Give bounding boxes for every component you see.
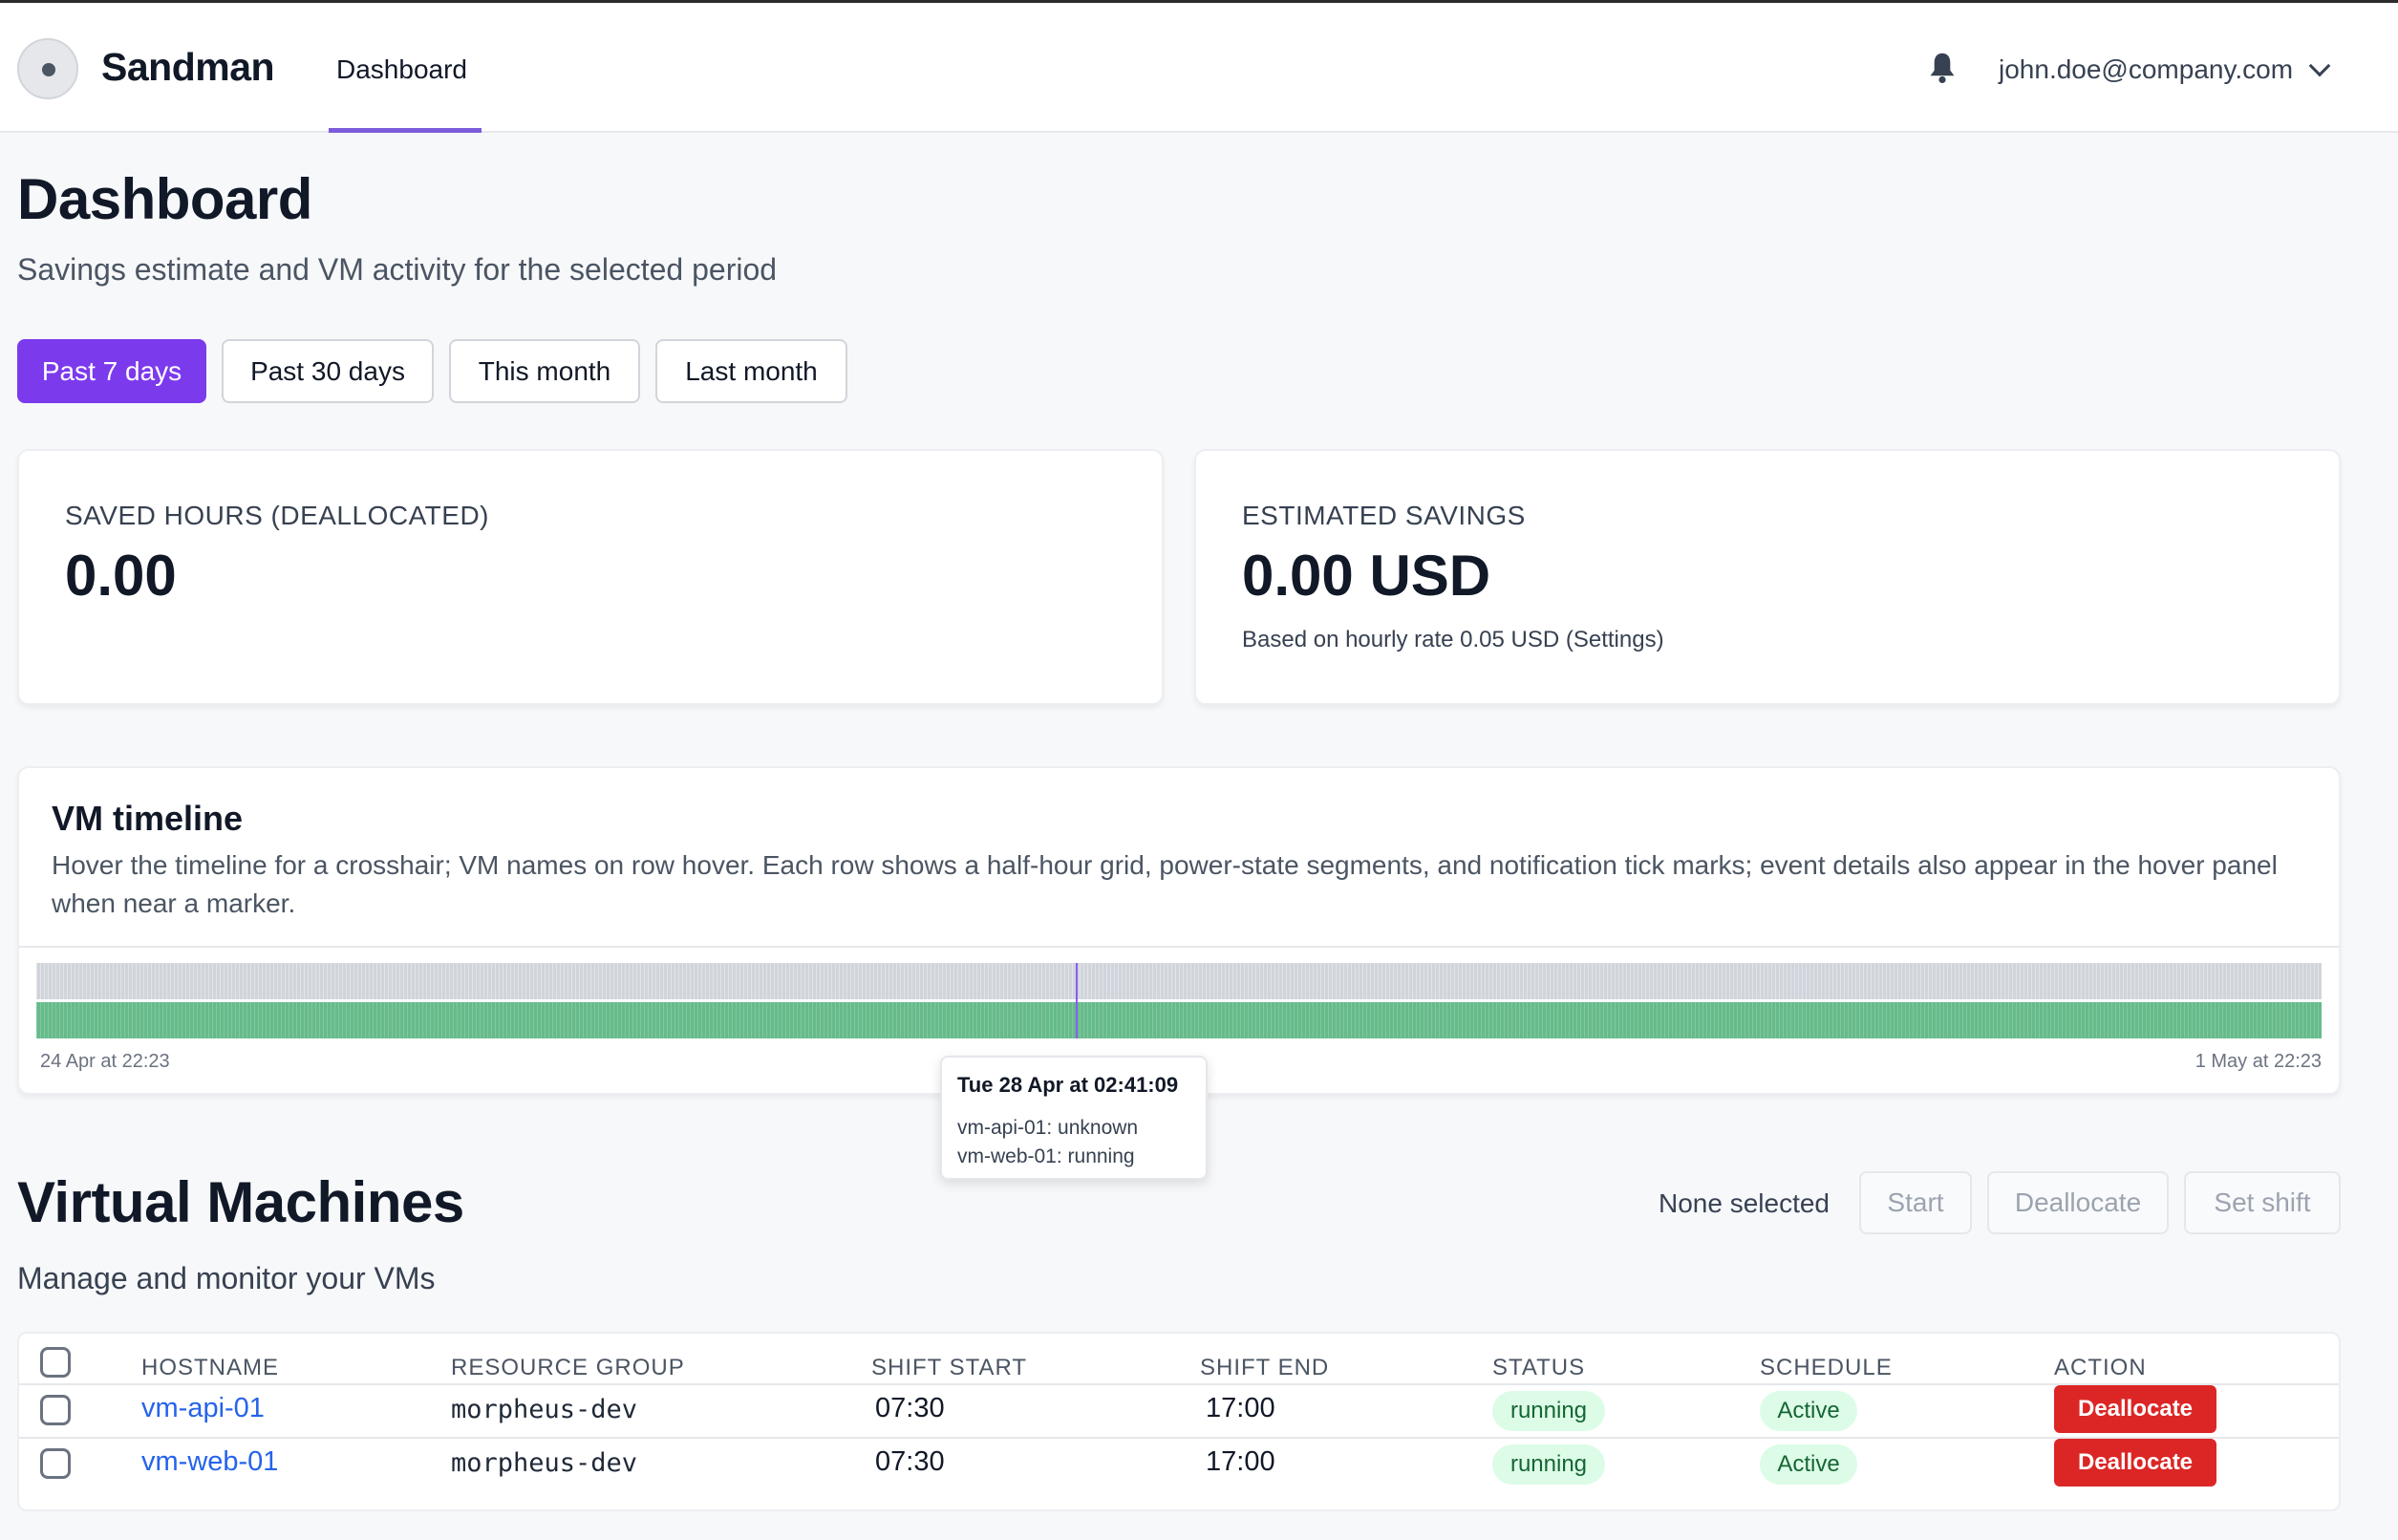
- brand-name[interactable]: Sandman: [101, 45, 275, 89]
- period-last-month-button[interactable]: Last month: [655, 339, 847, 403]
- timeline-row-vm-api-01[interactable]: [36, 963, 2322, 999]
- timeline-start-label: 24 Apr at 22:23: [40, 1051, 170, 1072]
- bulk-start-button[interactable]: Start: [1859, 1171, 1972, 1234]
- shift-start-cell[interactable]: 07:30: [875, 1446, 945, 1477]
- deallocate-button[interactable]: Deallocate: [2054, 1439, 2216, 1487]
- bulk-deallocate-button[interactable]: Deallocate: [1987, 1171, 2169, 1234]
- hostname-link[interactable]: vm-api-01: [141, 1393, 265, 1423]
- row-checkbox[interactable]: [40, 1395, 71, 1425]
- hourly-rate-note[interactable]: Based on hourly rate 0.05 USD (Settings): [1242, 627, 1664, 652]
- estimated-savings-card: ESTIMATED SAVINGS 0.00 USD Based on hour…: [1194, 449, 2341, 705]
- bulk-set-shift-button[interactable]: Set shift: [2184, 1171, 2341, 1234]
- resource-group-cell: morpheus-dev: [451, 1395, 638, 1424]
- schedule-badge[interactable]: Active: [1760, 1391, 1857, 1431]
- tooltip-timestamp: Tue 28 Apr at 02:41:09: [957, 1073, 1179, 1097]
- page-title: Dashboard: [17, 167, 312, 231]
- column-header[interactable]: HOSTNAME: [141, 1355, 280, 1380]
- period-past-7-days-button[interactable]: Past 7 days: [17, 339, 206, 403]
- shift-end-cell[interactable]: 17:00: [1206, 1393, 1275, 1423]
- estimated-savings-label: ESTIMATED SAVINGS: [1242, 501, 1526, 530]
- saved-hours-label: SAVED HOURS (DEALLOCATED): [65, 501, 489, 530]
- user-email: john.doe@company.com: [1999, 54, 2294, 84]
- vm-timeline-card: VM timeline Hover the timeline for a cro…: [17, 766, 2341, 1095]
- selection-status: None selected: [1659, 1188, 1831, 1218]
- shift-end-cell[interactable]: 17:00: [1206, 1446, 1275, 1477]
- saved-hours-card: SAVED HOURS (DEALLOCATED) 0.00: [17, 449, 1164, 705]
- column-header[interactable]: STATUS: [1492, 1355, 1586, 1380]
- row-divider: [19, 1383, 2339, 1385]
- vm-table: HOSTNAME RESOURCE GROUP SHIFT START SHIF…: [17, 1332, 2341, 1511]
- status-badge: running: [1492, 1444, 1605, 1485]
- user-menu[interactable]: john.doe@company.com: [1999, 54, 2331, 85]
- column-header[interactable]: SHIFT START: [871, 1355, 1028, 1380]
- timeline-title: VM timeline: [52, 799, 244, 838]
- tab-dashboard[interactable]: Dashboard: [329, 3, 482, 133]
- column-header[interactable]: SHIFT END: [1200, 1355, 1330, 1380]
- saved-hours-value: 0.00: [65, 544, 177, 608]
- tooltip-line: vm-web-01: running: [957, 1145, 1135, 1167]
- column-header[interactable]: RESOURCE GROUP: [451, 1355, 685, 1380]
- timeline-row-vm-web-01[interactable]: [36, 1002, 2322, 1038]
- timeline-crosshair: [1076, 963, 1078, 1038]
- tooltip-line: vm-api-01: unknown: [957, 1117, 1139, 1139]
- chevron-down-icon: [2308, 54, 2331, 77]
- bell-icon[interactable]: [1926, 51, 1959, 85]
- select-all-checkbox[interactable]: [40, 1347, 71, 1378]
- timeline-divider: [19, 946, 2339, 948]
- column-header[interactable]: SCHEDULE: [1760, 1355, 1893, 1380]
- top-bar: Sandman Dashboard john.doe@company.com: [0, 0, 2398, 133]
- period-past-30-days-button[interactable]: Past 30 days: [222, 339, 434, 403]
- deallocate-button[interactable]: Deallocate: [2054, 1385, 2216, 1433]
- period-this-month-button[interactable]: This month: [449, 339, 640, 403]
- vms-subtitle: Manage and monitor your VMs: [17, 1261, 436, 1295]
- hostname-link[interactable]: vm-web-01: [141, 1446, 279, 1477]
- tab-dashboard-label: Dashboard: [336, 54, 467, 84]
- row-checkbox[interactable]: [40, 1448, 71, 1479]
- column-header: ACTION: [2054, 1355, 2147, 1380]
- estimated-savings-value: 0.00 USD: [1242, 544, 1491, 608]
- timeline-tooltip: Tue 28 Apr at 02:41:09 vm-api-01: unknow…: [940, 1056, 1208, 1180]
- row-divider: [19, 1437, 2339, 1439]
- vms-title: Virtual Machines: [17, 1170, 464, 1234]
- timeline-end-label: 1 May at 22:23: [2195, 1051, 2322, 1072]
- schedule-badge[interactable]: Active: [1760, 1444, 1857, 1485]
- status-badge: running: [1492, 1391, 1605, 1431]
- resource-group-cell: morpheus-dev: [451, 1448, 638, 1478]
- page-subtitle: Savings estimate and VM activity for the…: [17, 252, 778, 287]
- timeline-description: Hover the timeline for a crosshair; VM n…: [52, 850, 2278, 918]
- brand-logo[interactable]: [17, 38, 78, 99]
- shift-start-cell[interactable]: 07:30: [875, 1393, 945, 1423]
